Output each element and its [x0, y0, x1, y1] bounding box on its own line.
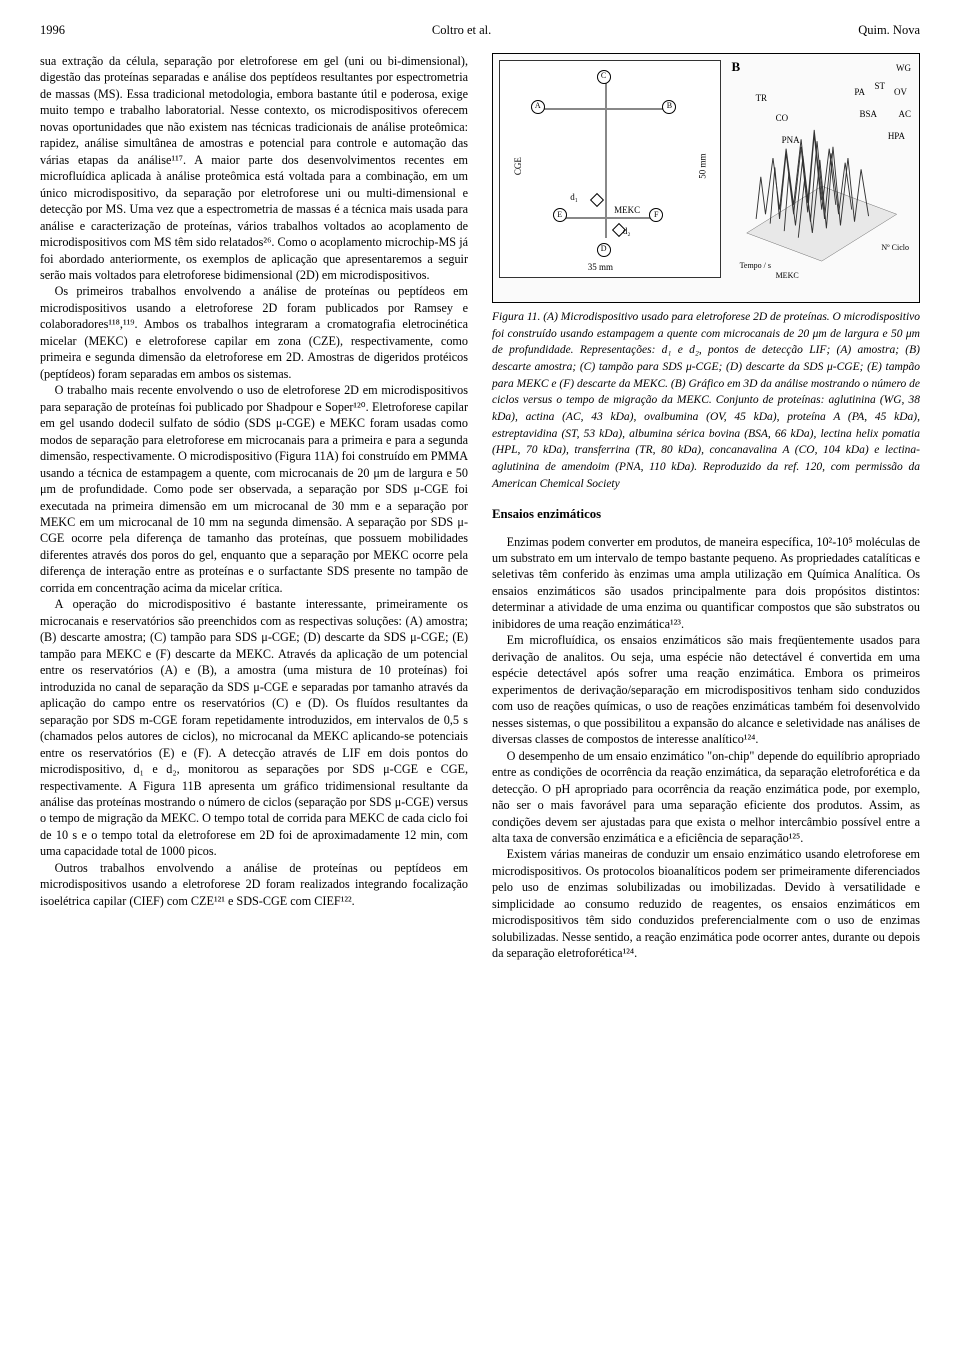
para-r4: Existem várias maneiras de conduzir um e…: [492, 846, 920, 961]
detector-d1-icon: [590, 193, 604, 207]
protein-ov: OV: [894, 86, 907, 98]
para-r1: Enzimas podem converter em produtos, de …: [492, 534, 920, 633]
figure-panel-a: C A B E F D d₁ d₂ MEKC CGE 50 mm 35 mm: [499, 60, 721, 278]
protein-pa: PA: [854, 86, 865, 98]
figure-panel-b: WG ST PA OV AC TR CO BSA HPA PNA Tempo /…: [728, 58, 915, 286]
right-column: A B C A B E F D d₁ d₂ MEKC: [492, 53, 920, 962]
header-authors: Coltro et al.: [432, 22, 491, 39]
axis-ciclo: Nº Ciclo: [881, 243, 909, 254]
protein-tr: TR: [756, 92, 768, 104]
axis-tempo: Tempo / s: [740, 261, 771, 272]
label-d2: d₂: [623, 225, 631, 237]
label-50mm: 50 mm: [696, 154, 708, 179]
reservoir-a: A: [531, 100, 545, 114]
header-journal: Quim. Nova: [858, 22, 920, 39]
section-title-ensaios: Ensaios enzimáticos: [492, 506, 920, 523]
protein-ac: AC: [898, 108, 911, 120]
reservoir-b: B: [662, 100, 676, 114]
protein-wg: WG: [896, 62, 911, 74]
label-35mm: 35 mm: [588, 261, 613, 273]
figure-11: A B C A B E F D d₁ d₂ MEKC: [492, 53, 920, 492]
reservoir-e: E: [553, 208, 567, 222]
label-d1: d₁: [570, 191, 578, 203]
protein-st: ST: [874, 80, 885, 92]
protein-bsa: BSA: [859, 108, 877, 120]
para-l5: Outros trabalhos envolvendo a análise de…: [40, 860, 468, 909]
para-l4: A operação do microdispositivo é bastant…: [40, 596, 468, 860]
reservoir-f: F: [649, 208, 663, 222]
label-mekc: MEKC: [614, 204, 640, 216]
axis-mekc: MEKC: [776, 271, 799, 282]
reservoir-d: D: [597, 243, 611, 257]
label-cge: CGE: [512, 157, 524, 175]
protein-co: CO: [776, 112, 789, 124]
left-column: sua extração da célula, separação por el…: [40, 53, 468, 962]
para-r3: O desempenho de um ensaio enzimático "on…: [492, 748, 920, 847]
figure-caption: Figura 11. (A) Microdispositivo usado pa…: [492, 309, 920, 492]
reservoir-c: C: [597, 70, 611, 84]
protein-hpa: HPA: [888, 130, 905, 142]
para-l2: Os primeiros trabalhos envolvendo a anál…: [40, 283, 468, 382]
para-l3: O trabalho mais recente envolvendo o uso…: [40, 382, 468, 596]
protein-pna: PNA: [782, 134, 800, 146]
page-number: 1996: [40, 22, 65, 39]
para-l1: sua extração da célula, separação por el…: [40, 53, 468, 284]
para-r2: Em microfluídica, os ensaios enzimáticos…: [492, 632, 920, 747]
